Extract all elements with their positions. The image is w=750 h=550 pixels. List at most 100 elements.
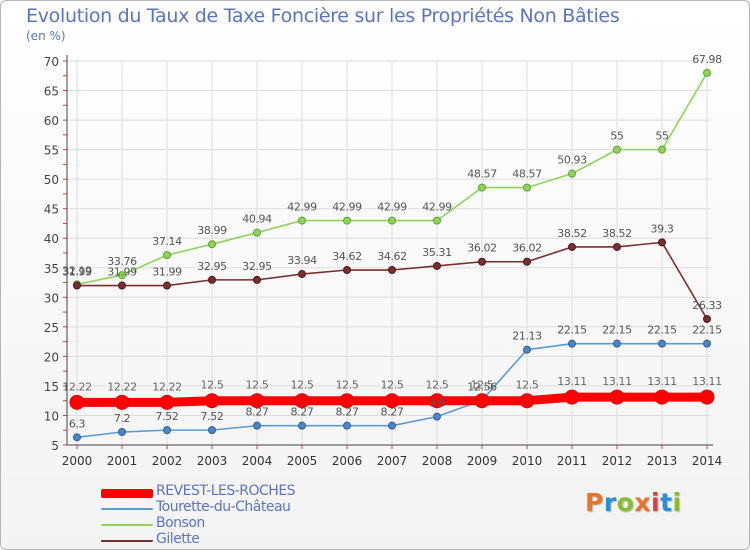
data-point-revest-les-roches <box>609 389 625 405</box>
data-label-bonson: 42.99 <box>377 201 407 214</box>
logo-letter: r <box>603 488 617 517</box>
x-tick-label: 2014 <box>692 454 723 468</box>
data-point-bonson <box>433 216 441 225</box>
legend-item-revest: REVEST-LES-ROCHES <box>101 483 361 501</box>
data-point-gilette <box>523 257 531 266</box>
data-label-gilette: 32.95 <box>197 260 227 273</box>
x-tick-label: 2013 <box>647 454 678 468</box>
y-unit-label: (en %) <box>26 29 66 43</box>
data-point-gilette <box>703 314 711 323</box>
data-label-bonson: 42.99 <box>332 201 362 214</box>
data-point-tourette-du-chateau <box>73 433 81 442</box>
data-point-gilette <box>388 266 396 275</box>
x-tick-label: 2005 <box>287 454 318 468</box>
data-label-tourette-du-chateau: 8.27 <box>381 406 404 419</box>
legend-item-tourette: Tourette-du-Château <box>101 499 361 517</box>
data-label-revest-les-roches: 12.22 <box>107 380 137 393</box>
data-label-tourette-du-chateau: 22.15 <box>692 324 722 337</box>
data-label-revest-les-roches: 12.22 <box>62 380 92 393</box>
data-label-gilette: 32.95 <box>242 260 272 273</box>
data-label-tourette-du-chateau: 7.2 <box>114 412 130 425</box>
data-point-revest-les-roches <box>429 393 445 409</box>
legend-item-bonson: Bonson <box>101 515 361 533</box>
data-point-bonson <box>523 183 531 192</box>
data-point-tourette-du-chateau <box>703 339 711 348</box>
legend-swatch-bonson <box>101 524 153 526</box>
data-point-tourette-du-chateau <box>433 412 441 421</box>
logo-letter: x <box>634 488 651 517</box>
data-point-gilette <box>343 266 351 275</box>
x-tick-label: 2001 <box>107 454 138 468</box>
axes: 5 10 15 20 25 30 35 40 45 50 55 60 65 70 2000 2001 2002 2… <box>44 55 723 468</box>
data-label-revest-les-roches: 12.22 <box>152 380 182 393</box>
data-point-revest-les-roches <box>564 389 580 405</box>
logo-letter: o <box>616 488 635 517</box>
data-point-revest-les-roches <box>159 394 175 410</box>
data-point-revest-les-roches <box>519 393 535 409</box>
data-point-revest-les-roches <box>114 394 130 410</box>
data-point-tourette-du-chateau <box>388 421 396 430</box>
y-tick-label: 5 <box>51 439 59 453</box>
data-label-revest-les-roches: 13.11 <box>692 375 722 388</box>
legend-swatch-gilette <box>101 540 153 542</box>
data-label-revest-les-roches: 12.5 <box>336 379 359 392</box>
data-point-tourette-du-chateau <box>208 426 216 435</box>
y-tick-label: 70 <box>44 55 59 69</box>
data-point-revest-les-roches <box>339 393 355 409</box>
chart-title: Evolution du Taux de Taxe Foncière sur l… <box>26 5 620 27</box>
data-point-gilette <box>478 257 486 266</box>
data-label-gilette: 31.99 <box>62 266 92 279</box>
data-label-bonson: 37.14 <box>152 235 182 248</box>
data-point-bonson <box>478 183 486 192</box>
y-tick-label: 25 <box>44 321 59 335</box>
x-tick-label: 2009 <box>467 454 498 468</box>
x-tick-label: 2003 <box>197 454 228 468</box>
data-label-bonson: 67.98 <box>692 53 722 66</box>
data-label-gilette: 34.62 <box>332 250 362 263</box>
x-tick-label: 2012 <box>602 454 633 468</box>
x-tick-label: 2000 <box>62 454 93 468</box>
data-label-gilette: 38.52 <box>602 227 632 240</box>
data-point-tourette-du-chateau <box>118 428 126 437</box>
data-label-tourette-du-chateau: 9.8 <box>429 397 446 410</box>
data-label-revest-les-roches: 12.5 <box>246 379 269 392</box>
data-label-tourette-du-chateau: 7.52 <box>156 410 179 423</box>
data-label-revest-les-roches: 12.5 <box>381 379 404 392</box>
data-point-bonson <box>658 145 666 154</box>
data-point-revest-les-roches <box>294 393 310 409</box>
data-label-tourette-du-chateau: 8.27 <box>291 406 314 419</box>
data-label-gilette: 36.02 <box>467 242 497 255</box>
y-tick-label: 65 <box>44 85 59 99</box>
data-label-bonson: 55 <box>655 130 669 143</box>
logo-letter: i <box>651 488 661 517</box>
data-point-revest-les-roches <box>654 389 670 405</box>
data-label-bonson: 42.99 <box>422 201 452 214</box>
data-point-bonson <box>568 169 576 178</box>
data-label-gilette: 33.94 <box>287 254 317 267</box>
data-label-gilette: 39.3 <box>651 222 674 235</box>
data-label-revest-les-roches: 12.5 <box>516 379 539 392</box>
y-tick-label: 10 <box>44 409 59 423</box>
y-tick-label: 35 <box>44 262 59 276</box>
data-point-revest-les-roches <box>204 393 220 409</box>
x-tick-label: 2002 <box>152 454 183 468</box>
data-label-revest-les-roches: 13.11 <box>647 375 677 388</box>
data-point-tourette-du-chateau <box>253 421 261 430</box>
data-label-tourette-du-chateau: 22.15 <box>557 324 587 337</box>
data-point-revest-les-roches <box>69 394 85 410</box>
y-tick-label: 30 <box>44 291 59 305</box>
data-label-gilette: 31.99 <box>152 266 182 279</box>
data-label-bonson: 48.57 <box>467 168 497 181</box>
data-label-bonson: 55 <box>610 130 624 143</box>
series-layer <box>69 68 715 442</box>
data-label-tourette-du-chateau: 21.13 <box>512 330 542 343</box>
x-tick-label: 2008 <box>422 454 453 468</box>
data-point-tourette-du-chateau <box>658 339 666 348</box>
logo-letter: i <box>672 488 682 517</box>
data-label-bonson: 33.76 <box>107 255 137 268</box>
data-point-gilette <box>568 242 576 251</box>
data-label-revest-les-roches: 13.11 <box>557 375 587 388</box>
data-label-bonson: 50.93 <box>557 154 587 167</box>
data-point-tourette-du-chateau <box>343 421 351 430</box>
data-label-revest-les-roches: 12.5 <box>291 379 314 392</box>
